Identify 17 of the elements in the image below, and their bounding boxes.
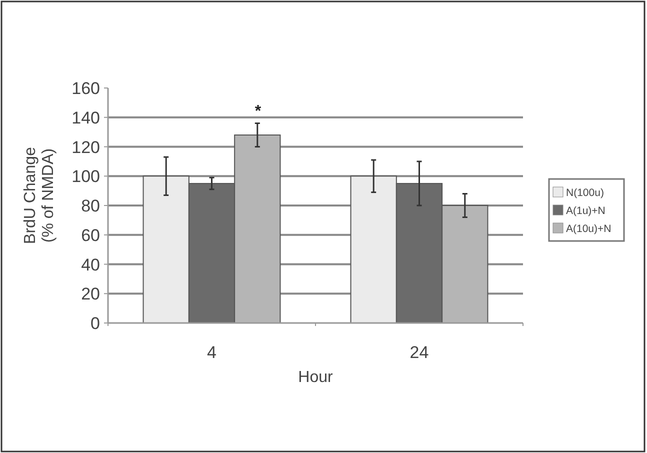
x-tick-label: 4 bbox=[207, 343, 216, 362]
x-axis-title: Hour bbox=[298, 368, 334, 386]
legend-label: N(100u) bbox=[566, 187, 604, 199]
y-tick-label: 20 bbox=[81, 284, 100, 304]
legend-label: A(1u)+N bbox=[566, 205, 606, 217]
y-tick-label: 120 bbox=[72, 138, 100, 157]
legend-label: A(10u)+N bbox=[566, 223, 612, 235]
y-axis-title: BrdU Change (% of NMDA) bbox=[22, 146, 58, 244]
y-tick-label: 160 bbox=[72, 79, 100, 98]
y-tick-label: 140 bbox=[72, 108, 100, 128]
y-tick-label: 100 bbox=[72, 167, 100, 186]
y-tick-label: 40 bbox=[81, 255, 100, 274]
y-tick-label: 0 bbox=[90, 314, 100, 334]
x-tick-label: 24 bbox=[410, 343, 429, 362]
y-tick-label: 80 bbox=[81, 196, 100, 216]
y-tick-label: 60 bbox=[81, 226, 100, 245]
annotation: * bbox=[254, 103, 262, 120]
